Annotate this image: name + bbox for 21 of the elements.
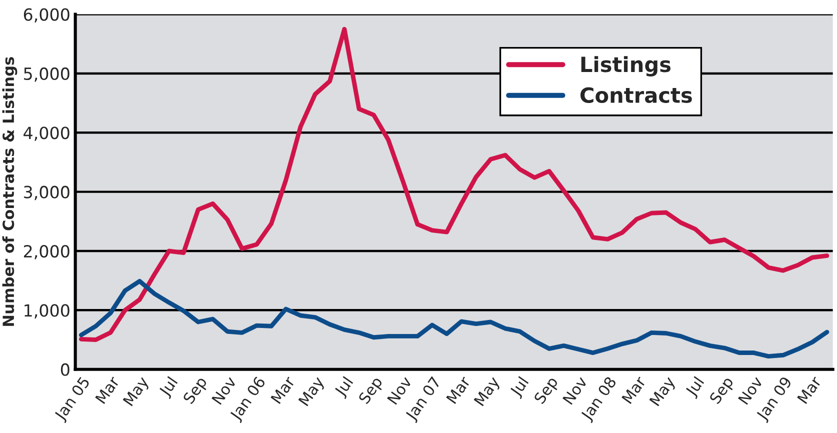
- x-tick-label: Jul: [158, 376, 180, 400]
- line-series: [78, 278, 830, 359]
- y-tick-label: 6,000: [24, 8, 70, 23]
- y-tick-label: 0: [60, 363, 70, 376]
- line-series: [78, 26, 830, 342]
- x-tick-label: Sep: [358, 376, 386, 406]
- legend-label: Listings: [581, 56, 671, 76]
- y-tick-label: 5,000: [24, 67, 70, 82]
- y-tick-label: 4,000: [24, 126, 70, 141]
- y-tick-label: 2,000: [24, 244, 70, 260]
- y-axis-title: Number of Contracts & Listings: [2, 57, 18, 326]
- x-tick-label: Jan 05: [54, 376, 92, 424]
- x-tick-label: Sep: [182, 376, 210, 406]
- legend-label: Contracts: [580, 87, 692, 103]
- x-tick-label: Sep: [533, 376, 561, 406]
- x-tick-label: Sep: [708, 376, 736, 406]
- x-tick-label: Jul: [508, 376, 532, 400]
- x-tick-label: Jul: [333, 376, 356, 400]
- y-tick-label: 1,000: [24, 304, 70, 318]
- y-tick-label: 3,000: [24, 186, 70, 200]
- x-tick-label: Jul: [684, 376, 707, 400]
